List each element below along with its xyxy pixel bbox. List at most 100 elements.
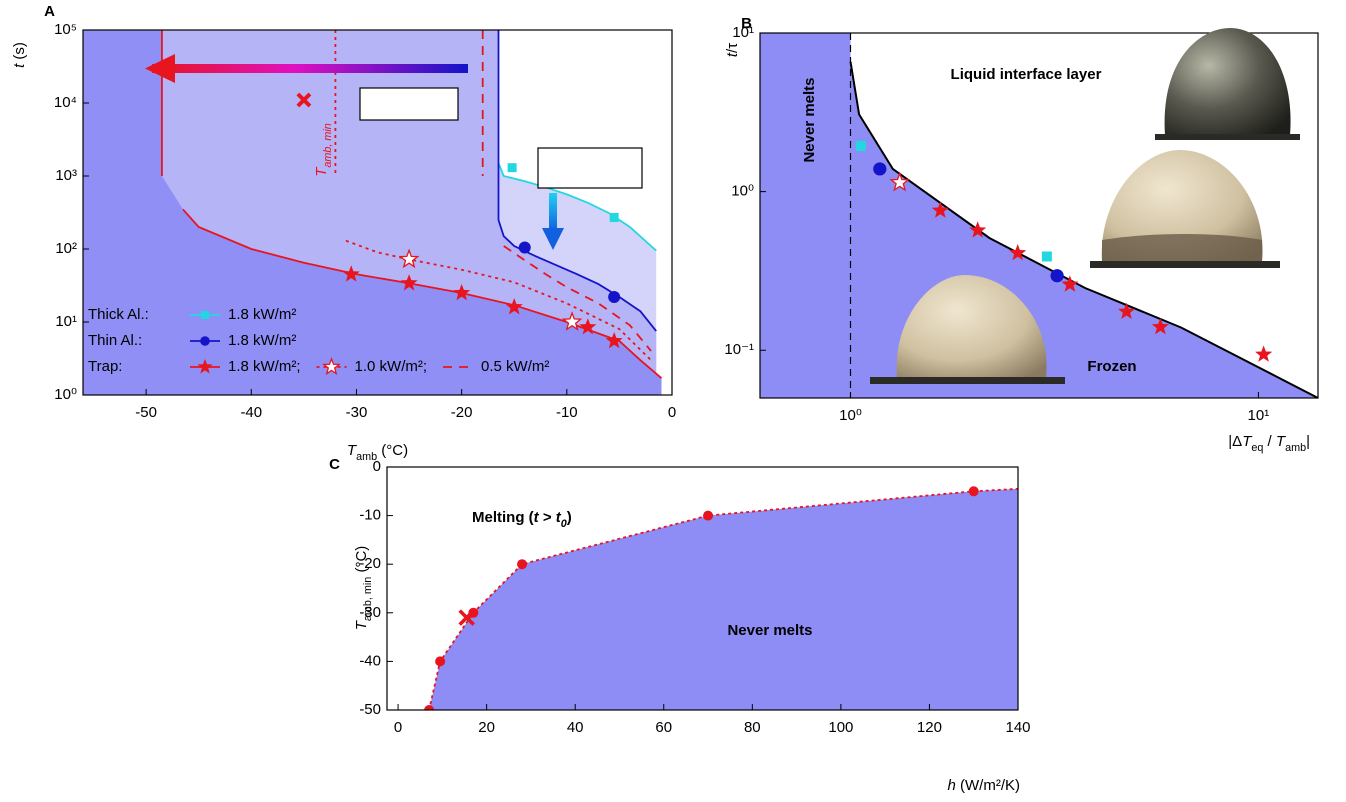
annotations <box>145 54 643 250</box>
fit-line <box>497 30 657 332</box>
label-part: t <box>534 509 540 526</box>
y-tick-label: -50 <box>359 701 381 718</box>
point <box>342 265 360 282</box>
legend-label: 1.8 kW/m² <box>228 306 296 323</box>
plot-area <box>760 33 1318 398</box>
point <box>1009 244 1027 261</box>
label-part: T <box>353 619 370 630</box>
x-tick-label: 0 <box>394 719 402 736</box>
point <box>507 163 517 173</box>
region-label: Liquid interface layer <box>951 66 1102 83</box>
label-part: T <box>347 442 358 459</box>
x-tick-label: 80 <box>744 719 761 736</box>
y-tick-label: -10 <box>359 507 381 524</box>
chart-layer: A B C -50 -40 -30 -20 -10 0 10⁰ 10¹ 10² 10³ 10⁴ 10⁵ Thi… <box>11 3 1319 794</box>
x-tick-label: 60 <box>655 719 672 736</box>
point <box>931 201 949 218</box>
label-part: /τ <box>724 43 741 53</box>
legend-marker <box>197 359 213 374</box>
annotation: Tamb, min <box>313 123 334 177</box>
region-fill <box>83 30 662 395</box>
legend-marker <box>201 311 209 319</box>
point <box>561 311 583 331</box>
point <box>435 656 446 667</box>
y-tick-label: -20 <box>359 555 381 572</box>
photo-frost-drop <box>896 275 1047 378</box>
point <box>1050 269 1064 283</box>
photo-plate <box>1090 261 1280 268</box>
y-tick-label: 10⁴ <box>54 94 77 111</box>
point <box>969 221 987 238</box>
point <box>608 291 621 304</box>
annotation-box <box>359 87 459 121</box>
label-part: (W/m²/K) <box>956 777 1020 794</box>
x-axis-label: |ΔTeq / Tamb| <box>1228 433 1310 454</box>
label-part: (°C) <box>353 546 370 577</box>
x-tick-label: -40 <box>240 404 262 421</box>
label-part: amb <box>1285 442 1306 454</box>
label-part: (°C) <box>377 442 408 459</box>
x-tick-label: -10 <box>556 404 578 421</box>
label-part: T <box>1276 433 1287 450</box>
y-axis-label: Tamb, min (°C) <box>353 546 374 631</box>
boundary-extension <box>973 487 1018 493</box>
label-part: h <box>948 777 956 794</box>
photo-frost-drop <box>1101 150 1263 262</box>
label-part: > <box>539 509 556 526</box>
legend-label: 1.0 kW/m²; <box>355 358 428 375</box>
fit-line <box>497 162 657 252</box>
annotation-box <box>537 147 643 189</box>
x-tick-label: 140 <box>1005 719 1030 736</box>
x-tick-label: 120 <box>917 719 942 736</box>
arrow-head <box>542 228 564 250</box>
y-tick-label: 10² <box>55 240 77 257</box>
point <box>579 318 597 335</box>
fit-line <box>334 30 652 361</box>
fit-line <box>161 30 663 379</box>
label-part: t <box>556 509 562 526</box>
y-tick-label: 10¹ <box>732 24 754 41</box>
x-tick-label: 40 <box>567 719 584 736</box>
y-axis-label: t (s) <box>11 42 28 68</box>
point <box>1061 275 1079 292</box>
point <box>968 486 979 497</box>
y-axis-label: t/τ <box>724 43 741 57</box>
plot-frame <box>759 32 1319 399</box>
y-tick-label: 10⁻¹ <box>724 341 754 358</box>
label-part: T <box>1242 433 1253 450</box>
point <box>1255 345 1273 362</box>
point <box>424 705 435 710</box>
photo-plate <box>1155 134 1300 140</box>
boundary-line <box>428 490 974 710</box>
photo-liquid-drop <box>1164 28 1291 135</box>
arrow-head <box>145 54 175 83</box>
legend-marker <box>322 357 341 375</box>
point <box>505 298 523 315</box>
photos <box>870 28 1300 384</box>
cross-marker <box>296 92 312 108</box>
point <box>873 162 887 176</box>
legend-group: Trap: <box>88 358 122 375</box>
plot-frame <box>82 29 673 396</box>
label-part: (s) <box>11 42 28 64</box>
x-tick-label: -30 <box>346 404 368 421</box>
legend-label: 0.5 kW/m² <box>481 358 549 375</box>
x-tick-label: 20 <box>478 719 495 736</box>
point <box>453 284 471 301</box>
point <box>398 248 420 269</box>
x-tick-label: 0 <box>668 404 676 421</box>
y-tick-label: 10⁵ <box>54 21 77 38</box>
label-part: eq <box>1251 442 1263 454</box>
point <box>1151 318 1169 335</box>
point <box>517 559 528 570</box>
x-tick-label: 10¹ <box>1248 407 1270 424</box>
plot-area <box>83 30 663 395</box>
point <box>605 332 623 349</box>
legend-group: Thin Al.: <box>88 332 142 349</box>
panel-label: C <box>329 456 340 473</box>
label-part: | <box>1306 433 1310 450</box>
photo-plate <box>870 377 1065 384</box>
plot-area <box>424 486 1018 710</box>
y-tick-label: 0 <box>373 458 381 475</box>
y-tick-label: 10³ <box>55 167 77 184</box>
